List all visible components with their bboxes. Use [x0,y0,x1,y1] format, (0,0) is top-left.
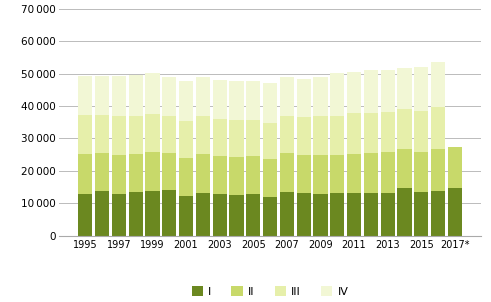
Bar [95,191,109,236]
Legend: I, II, III, IV: I, II, III, IV [187,282,353,301]
Bar [381,70,395,112]
Bar [330,193,344,236]
Bar [162,116,176,153]
Bar [129,115,143,154]
Bar [78,154,92,194]
Bar [263,159,277,197]
Bar [112,194,126,236]
Bar [162,77,176,116]
Bar [313,117,327,155]
Bar [196,77,210,116]
Bar [112,76,126,116]
Bar [364,193,378,236]
Bar [414,111,428,152]
Bar [246,81,260,120]
Bar [95,76,109,114]
Bar [263,83,277,123]
Bar [95,114,109,153]
Bar [431,108,445,149]
Bar [397,188,411,236]
Bar [330,155,344,193]
Bar [129,154,143,192]
Bar [78,194,92,236]
Bar [246,120,260,156]
Bar [263,197,277,236]
Bar [263,123,277,159]
Bar [196,154,210,193]
Bar [313,194,327,236]
Bar [280,116,294,153]
Bar [313,77,327,117]
Bar [145,73,160,114]
Bar [213,194,227,236]
Bar [229,157,244,195]
Bar [112,116,126,155]
Bar [229,195,244,236]
Bar [330,73,344,116]
Bar [297,193,311,236]
Bar [246,156,260,194]
Bar [431,149,445,191]
Bar [179,158,193,196]
Bar [448,188,462,236]
Bar [179,196,193,236]
Bar [162,190,176,236]
Bar [145,114,160,153]
Bar [229,81,244,120]
Bar [297,79,311,117]
Bar [381,193,395,236]
Bar [414,152,428,192]
Bar [297,155,311,193]
Bar [364,113,378,153]
Bar [129,192,143,236]
Bar [431,191,445,236]
Bar [179,81,193,121]
Bar [280,77,294,116]
Bar [246,194,260,236]
Bar [364,153,378,193]
Bar [448,146,462,188]
Bar [213,119,227,156]
Bar [347,194,361,236]
Bar [78,76,92,115]
Bar [78,115,92,154]
Bar [129,76,143,115]
Bar [162,153,176,190]
Bar [397,109,411,149]
Bar [145,191,160,236]
Bar [364,70,378,113]
Bar [280,153,294,192]
Bar [196,116,210,154]
Bar [397,149,411,188]
Bar [414,192,428,236]
Bar [95,153,109,191]
Bar [145,153,160,191]
Bar [414,67,428,111]
Bar [196,193,210,236]
Bar [229,120,244,157]
Bar [179,121,193,158]
Bar [280,192,294,236]
Bar [347,72,361,113]
Bar [213,80,227,119]
Bar [431,62,445,108]
Bar [112,155,126,194]
Bar [330,116,344,155]
Bar [397,68,411,109]
Bar [381,112,395,153]
Bar [381,153,395,193]
Bar [347,154,361,194]
Bar [213,156,227,194]
Bar [347,113,361,154]
Bar [313,155,327,194]
Bar [297,117,311,155]
